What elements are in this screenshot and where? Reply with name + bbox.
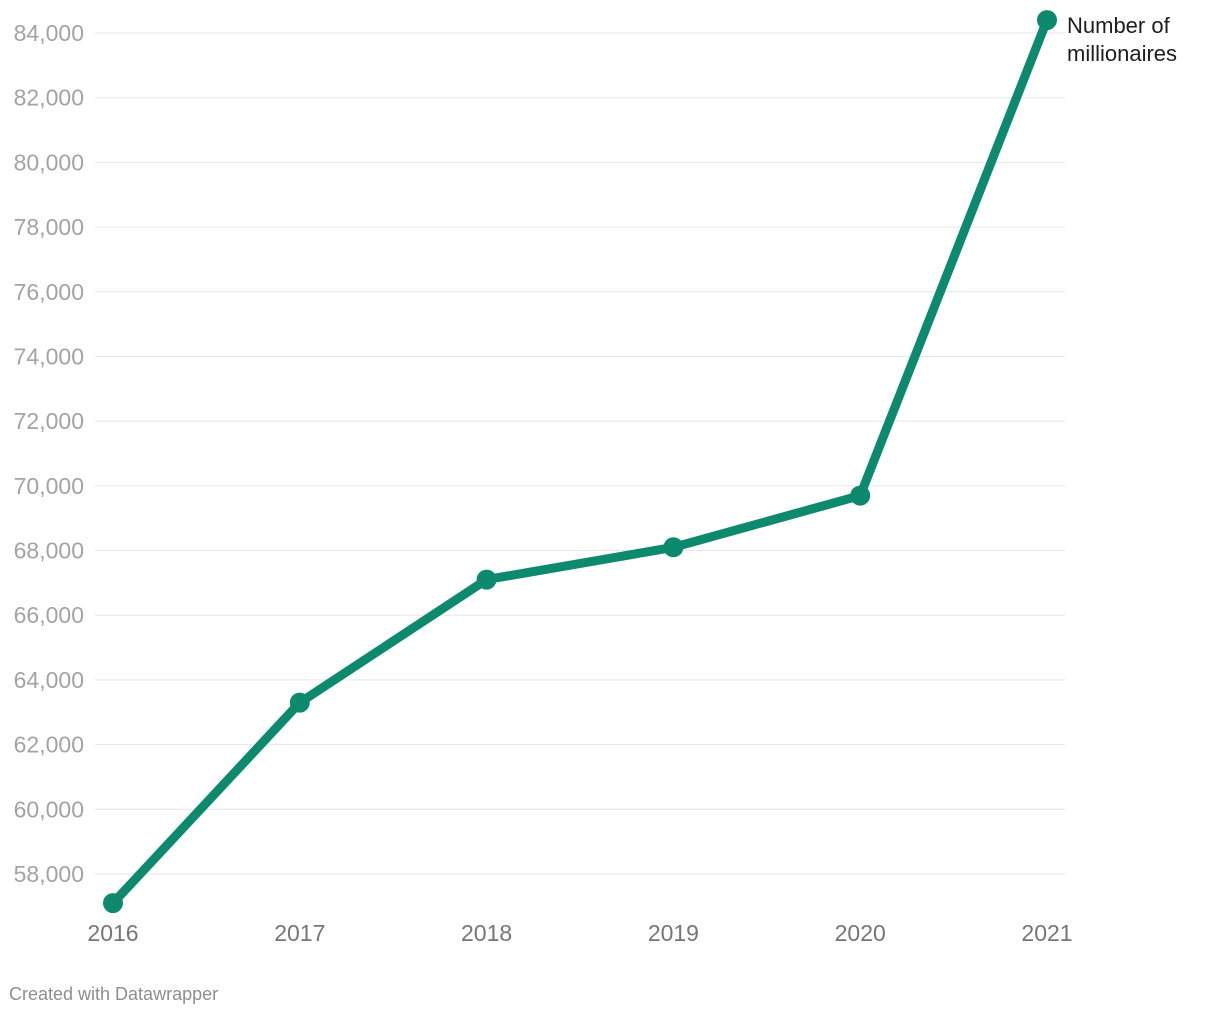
data-point — [663, 537, 684, 558]
series-label: Number of millionaires — [1067, 13, 1177, 66]
series-label-line: millionaires — [1067, 41, 1177, 66]
x-tick-label: 2016 — [87, 920, 138, 946]
y-tick-label: 62,000 — [14, 732, 84, 758]
data-point — [1037, 10, 1057, 31]
data-line — [108, 15, 1052, 908]
y-tick-label: 80,000 — [14, 149, 84, 175]
data-point — [850, 485, 871, 506]
y-tick-label: 76,000 — [14, 279, 84, 305]
y-tick-label: 82,000 — [14, 85, 84, 111]
x-tick-label: 2020 — [835, 920, 886, 946]
y-tick-label: 78,000 — [14, 214, 84, 240]
data-point — [103, 893, 123, 914]
y-tick-label: 68,000 — [14, 538, 84, 564]
y-tick-label: 58,000 — [14, 861, 84, 887]
y-tick-label: 70,000 — [14, 473, 84, 499]
x-tick-label: 2021 — [1021, 920, 1072, 946]
y-tick-label: 74,000 — [14, 343, 84, 369]
x-tick-label: 2018 — [461, 920, 512, 946]
x-tick-label: 2019 — [648, 920, 699, 946]
x-tick-label: 2017 — [274, 920, 325, 946]
y-tick-label: 84,000 — [14, 20, 84, 46]
y-tick-label: 60,000 — [14, 796, 84, 822]
data-point — [289, 692, 310, 713]
data-point — [476, 569, 497, 590]
series-label-line: Number of — [1067, 13, 1171, 38]
attribution-footer: Created with Datawrapper — [9, 984, 219, 1004]
y-tick-label: 66,000 — [14, 602, 84, 628]
y-tick-label: 72,000 — [14, 408, 84, 434]
y-tick-label: 64,000 — [14, 667, 84, 693]
line-chart-svg: 58,000 60,000 62,000 64,000 66,000 68,000 70,0… — [14, 10, 1177, 946]
